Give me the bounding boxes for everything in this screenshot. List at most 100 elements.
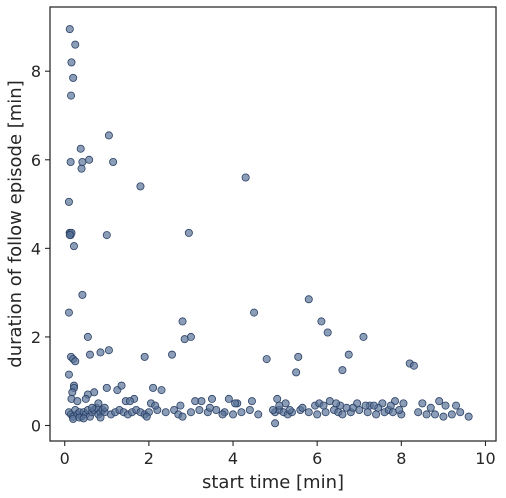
data-point (430, 410, 439, 419)
data-point (313, 410, 322, 419)
data-point (386, 401, 395, 410)
data-point (224, 394, 233, 403)
data-point (229, 410, 238, 419)
data-point (456, 408, 465, 417)
data-point (435, 397, 444, 406)
data-point (344, 350, 353, 359)
data-point (361, 401, 370, 410)
data-point (67, 58, 76, 67)
data-point (161, 408, 170, 417)
data-point (254, 410, 263, 419)
data-point (231, 399, 240, 408)
data-point (64, 308, 73, 317)
data-point (414, 408, 423, 417)
data-point (85, 155, 94, 164)
data-point (464, 412, 473, 421)
x-axis-label: start time [min] (202, 472, 344, 493)
data-point (298, 403, 307, 412)
data-point (332, 399, 341, 408)
data-point (317, 317, 326, 326)
data-point (275, 401, 284, 410)
data-point (104, 346, 113, 355)
data-point (78, 290, 87, 299)
data-point (184, 228, 193, 237)
data-points (64, 25, 473, 428)
data-point (83, 332, 92, 341)
data-point (71, 357, 80, 366)
data-point (68, 388, 77, 397)
data-point (176, 401, 185, 410)
data-point (363, 408, 372, 417)
data-point (125, 397, 134, 406)
y-tick-label: 6 (31, 151, 41, 170)
data-point (77, 164, 86, 173)
data-point (237, 408, 246, 417)
data-point (409, 361, 418, 370)
data-point (447, 410, 456, 419)
data-point (205, 403, 214, 412)
data-point (180, 335, 189, 344)
y-tick-label: 0 (31, 417, 41, 436)
data-point (64, 197, 73, 206)
data-point (94, 399, 103, 408)
y-axis-label: duration of follow episode [min] (5, 80, 26, 367)
data-point (452, 401, 461, 410)
data-point (294, 352, 303, 361)
data-point (304, 408, 313, 417)
data-point (338, 366, 347, 375)
plot-area (49, 6, 497, 442)
data-point (100, 403, 109, 412)
x-tick-label: 8 (396, 449, 406, 468)
data-point (149, 383, 158, 392)
data-point (136, 182, 145, 191)
x-tick-label: 2 (144, 449, 154, 468)
data-point (372, 410, 381, 419)
data-point (195, 405, 204, 414)
data-point (67, 91, 76, 100)
data-point (241, 173, 250, 182)
data-point (88, 403, 97, 412)
data-point (140, 352, 149, 361)
data-point (292, 368, 301, 377)
data-point (117, 381, 126, 390)
data-point (168, 350, 177, 359)
data-point (81, 394, 90, 403)
x-tick-label: 4 (228, 449, 238, 468)
data-point (250, 308, 259, 317)
data-point (151, 401, 160, 410)
data-point (102, 231, 111, 240)
data-point (178, 412, 187, 421)
data-point (79, 414, 88, 423)
x-axis-ticks: 0 2 4 6 8 10 (60, 441, 496, 468)
data-point (338, 410, 347, 419)
data-point (76, 144, 85, 153)
data-point (395, 405, 404, 414)
data-point (73, 397, 82, 406)
data-point (441, 401, 450, 410)
data-point (78, 157, 87, 166)
data-point (285, 405, 294, 414)
data-point (109, 157, 118, 166)
data-point (65, 25, 74, 34)
data-point (439, 412, 448, 421)
data-point (262, 355, 271, 364)
data-point (207, 394, 216, 403)
data-point (426, 403, 435, 412)
data-point (65, 231, 74, 240)
data-point (319, 401, 328, 410)
data-point (247, 397, 256, 406)
data-point (273, 394, 282, 403)
data-point (418, 399, 427, 408)
data-point (268, 405, 277, 414)
data-point (359, 332, 368, 341)
y-tick-label: 4 (31, 239, 41, 258)
data-point (104, 131, 113, 140)
data-point (197, 397, 206, 406)
data-point (96, 348, 105, 357)
data-point (323, 328, 332, 337)
data-point (85, 350, 94, 359)
data-point (66, 157, 75, 166)
data-point (142, 412, 151, 421)
x-tick-label: 0 (60, 449, 70, 468)
